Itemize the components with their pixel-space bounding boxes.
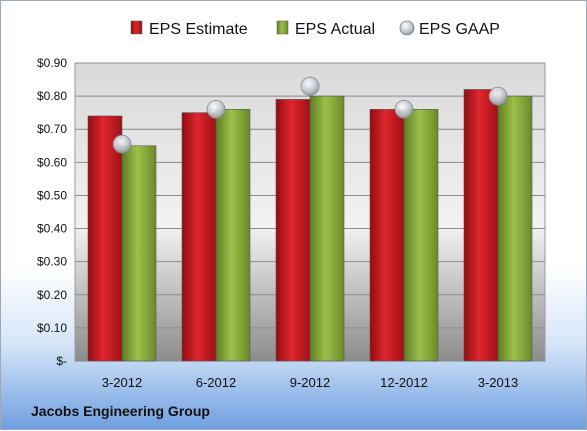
y-tick-label: $-: [56, 354, 67, 368]
y-tick-label: $0.20: [37, 288, 67, 302]
company-name: Jacobs Engineering Group: [31, 403, 210, 419]
marker-eps-gaap: [394, 99, 414, 119]
y-axis: $- $0.10 $0.20 $0.30 $0.40 $0.50 $0.60 $0.70 $0.…: [37, 56, 67, 368]
x-tick-label: 3-2013: [478, 375, 518, 390]
legend-label: EPS GAAP: [419, 21, 500, 38]
bar-eps-estimate: [87, 115, 123, 362]
marker-eps-gaap: [488, 86, 508, 106]
x-tick-label: 6-2012: [196, 375, 236, 390]
bar-eps-actual: [497, 95, 533, 362]
legend-swatch: [130, 20, 143, 35]
legend-label: EPS Actual: [295, 21, 375, 38]
y-tick-label: $0.10: [37, 321, 67, 335]
bar-eps-estimate: [369, 109, 405, 362]
y-tick-label: $0.90: [37, 56, 67, 70]
legend-swatch: [399, 20, 415, 36]
x-axis: 3-2012 6-2012 9-2012 12-2012 3-2013: [102, 375, 518, 390]
y-tick-label: $0.80: [37, 89, 67, 103]
y-tick-label: $0.60: [37, 155, 67, 169]
marker-eps-gaap: [112, 134, 132, 154]
bar-eps-actual: [403, 109, 439, 362]
bar-eps-actual: [121, 145, 157, 362]
gaap-markers: [112, 76, 508, 154]
bar-eps-estimate: [181, 112, 217, 362]
x-tick-label: 9-2012: [290, 375, 330, 390]
y-tick-label: $0.40: [37, 222, 67, 236]
bar-eps-actual: [309, 95, 345, 362]
marker-eps-gaap: [206, 99, 226, 119]
x-tick-label: 12-2012: [380, 375, 428, 390]
legend: EPS Estimate EPS Actual EPS GAAP: [130, 20, 500, 38]
marker-eps-gaap: [300, 76, 320, 96]
y-tick-label: $0.30: [37, 255, 67, 269]
y-tick-label: $0.50: [37, 188, 67, 202]
legend-label: EPS Estimate: [149, 21, 248, 38]
y-tick-label: $0.70: [37, 122, 67, 136]
bar-eps-estimate: [463, 89, 499, 362]
bar-eps-actual: [215, 109, 251, 362]
x-tick-label: 3-2012: [102, 375, 142, 390]
bar-eps-estimate: [275, 99, 311, 362]
bar-series: [87, 89, 533, 362]
legend-swatch: [276, 20, 289, 35]
